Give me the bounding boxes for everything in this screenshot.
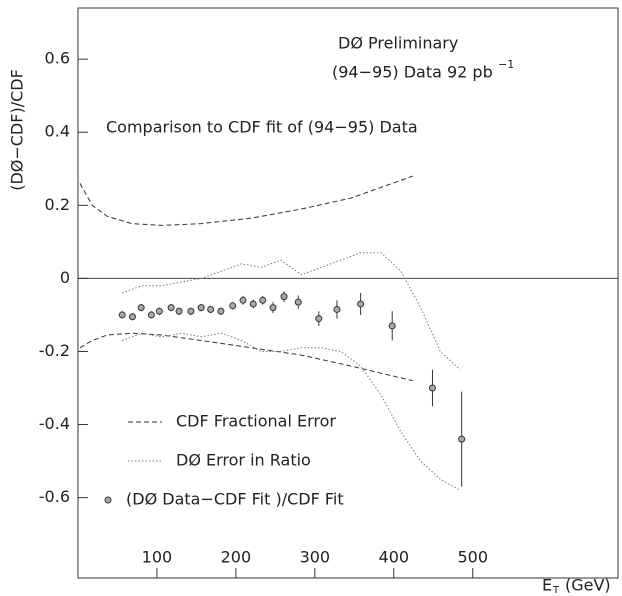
legend-label: (DØ Data−CDF Fit )/CDF Fit bbox=[126, 490, 344, 509]
data-point bbox=[269, 304, 277, 312]
data-point bbox=[458, 435, 466, 443]
y-tick-label: -0.4 bbox=[39, 414, 70, 433]
chart-subtitle: (94−95) Data 92 pb bbox=[332, 63, 493, 82]
y-tick-label: 0 bbox=[60, 268, 70, 287]
annotation: Comparison to CDF fit of (94−95) Data bbox=[106, 118, 418, 137]
data-point bbox=[118, 311, 126, 319]
x-tick-label: 400 bbox=[379, 548, 410, 567]
dashed-curve bbox=[79, 332, 413, 382]
x-axis-label: E bbox=[542, 576, 552, 595]
y-tick-label: 0.2 bbox=[45, 195, 70, 214]
data-point bbox=[229, 302, 237, 310]
data-point bbox=[280, 293, 288, 301]
data-point bbox=[155, 307, 163, 315]
dotted-curve bbox=[122, 252, 461, 371]
dotted-curve bbox=[122, 332, 461, 491]
data-point bbox=[249, 300, 257, 308]
data-point bbox=[128, 313, 136, 321]
data-point bbox=[315, 315, 323, 323]
data-point bbox=[333, 305, 341, 313]
y-tick-label: -0.2 bbox=[39, 341, 70, 360]
x-tick-label: 300 bbox=[300, 548, 331, 567]
y-axis-label: (DØ−CDF)/CDF bbox=[8, 69, 27, 191]
data-point bbox=[207, 305, 215, 313]
data-point bbox=[167, 304, 175, 312]
y-tick-label: 0.4 bbox=[45, 122, 70, 141]
x-axis-label-sub: T bbox=[552, 585, 560, 596]
y-tick-label: 0.6 bbox=[45, 49, 70, 68]
chart-title: DØ Preliminary bbox=[338, 34, 458, 53]
subtitle-superscript: −1 bbox=[498, 58, 514, 71]
data-point bbox=[388, 322, 396, 330]
legend-marker bbox=[104, 496, 112, 504]
x-axis-label-unit: (GeV) bbox=[565, 576, 611, 595]
data-point bbox=[294, 298, 302, 306]
dashed-curve bbox=[79, 175, 413, 226]
data-point bbox=[239, 296, 247, 304]
data-point bbox=[217, 307, 225, 315]
data-point bbox=[137, 304, 145, 312]
x-tick-label: 500 bbox=[457, 548, 488, 567]
legend-label: DØ Error in Ratio bbox=[176, 451, 311, 470]
x-tick-label: 100 bbox=[142, 548, 173, 567]
data-point bbox=[187, 307, 195, 315]
data-point bbox=[197, 304, 205, 312]
data-point bbox=[357, 300, 365, 308]
data-point bbox=[259, 296, 267, 304]
x-tick-label: 200 bbox=[221, 548, 252, 567]
plot-frame bbox=[77, 7, 619, 579]
data-point bbox=[147, 311, 155, 319]
y-tick-label: -0.6 bbox=[39, 487, 70, 506]
legend-label: CDF Fractional Error bbox=[176, 412, 336, 431]
data-point bbox=[428, 384, 436, 392]
data-point bbox=[175, 307, 183, 315]
